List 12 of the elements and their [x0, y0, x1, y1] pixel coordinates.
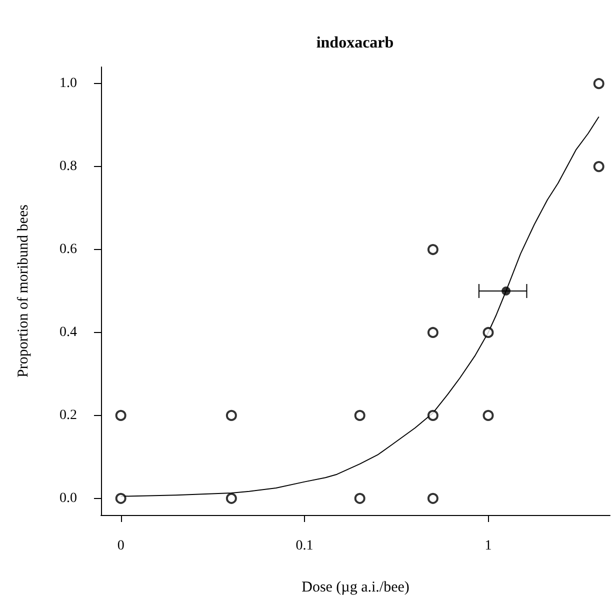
- y-axis-title: Proportion of moribund bees: [16, 204, 32, 378]
- x-axis-title: Dose (µg a.i./bee): [302, 580, 410, 596]
- chart-title: indoxacarb: [316, 34, 394, 52]
- y-tick-label: 0.6: [60, 242, 77, 258]
- x-tick-label: 1: [484, 538, 492, 554]
- y-tick-label: 0.0: [60, 490, 77, 506]
- y-tick-label: 0.4: [60, 324, 77, 340]
- x-tick-label: 0.1: [296, 538, 314, 554]
- y-tick-label: 0.2: [60, 408, 77, 423]
- x-tick-label: 0: [117, 538, 124, 554]
- y-tick-label: 1.0: [60, 76, 77, 92]
- y-tick-label: 0.8: [60, 159, 77, 174]
